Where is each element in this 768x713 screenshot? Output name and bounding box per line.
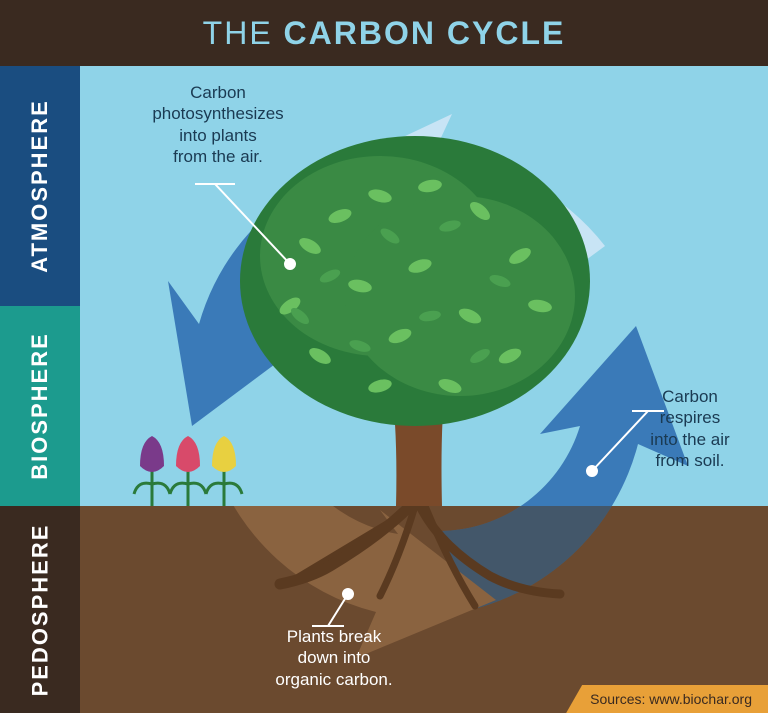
title-main: CARBON CYCLE (284, 15, 566, 51)
title: THE CARBON CYCLE (203, 15, 566, 52)
callout-photosynthesis: Carbon photosynthesizes into plants from… (128, 82, 308, 167)
atmosphere-label: ATMOSPHERE (0, 66, 80, 306)
biosphere-label: BIOSPHERE (0, 306, 80, 506)
callout-breakdown: Plants break down into organic carbon. (254, 626, 414, 690)
title-prefix: THE (203, 15, 284, 51)
source-attribution: Sources: www.biochar.org (566, 685, 768, 713)
pedosphere-label: PEDOSPHERE (0, 506, 80, 713)
header-bar: THE CARBON CYCLE (0, 0, 768, 66)
callout-respiration: Carbon respires into the air from soil. (620, 386, 760, 471)
sphere-sidebar: ATMOSPHERE BIOSPHERE PEDOSPHERE (0, 66, 80, 713)
flowers-icon (134, 436, 242, 506)
carbon-cycle-infographic: THE CARBON CYCLE ATMOSPHERE BIOSPHERE PE… (0, 0, 768, 713)
